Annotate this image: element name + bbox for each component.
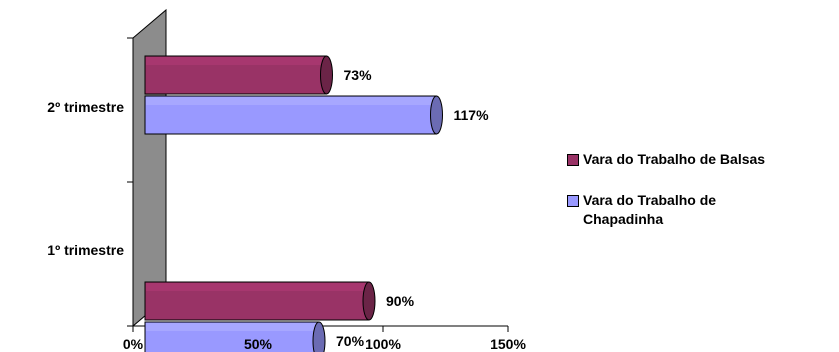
legend-item-balsas: Vara do Trabalho de Balsas xyxy=(567,150,839,169)
bar xyxy=(144,321,326,352)
x-tick-label: 100% xyxy=(365,336,401,352)
data-label: 117% xyxy=(454,107,490,123)
x-tick-label: 50% xyxy=(244,336,273,352)
bar-end-cap xyxy=(430,95,443,135)
bar-highlight xyxy=(146,283,368,291)
category-label: 1º trimestre xyxy=(47,242,124,258)
legend-label-chapadinha: Vara do Trabalho de Chapadinha xyxy=(583,192,717,227)
legend-swatch-balsas xyxy=(567,154,579,166)
x-tick-label: 0% xyxy=(123,336,144,352)
labels-layer: 0% 50% 100% 150% 1º trimestre 90% 70% 2º trimes… xyxy=(47,67,526,352)
bar xyxy=(144,55,333,95)
bar-end-cap xyxy=(362,281,376,321)
data-label: 90% xyxy=(386,293,415,309)
bar-highlight xyxy=(146,57,326,65)
legend-item-chapadinha: Vara do Trabalho de Chapadinha xyxy=(567,191,839,229)
bar-highlight xyxy=(146,323,318,331)
category-label: 2º trimestre xyxy=(47,99,124,115)
bars-layer xyxy=(144,55,443,352)
bar xyxy=(144,95,443,135)
data-label: 70% xyxy=(336,333,365,349)
legend-label-balsas: Vara do Trabalho de Balsas xyxy=(583,151,766,167)
legend: Vara do Trabalho de Balsas Vara do Traba… xyxy=(567,150,839,251)
x-tick-label: 150% xyxy=(490,336,526,352)
legend-swatch-chapadinha xyxy=(567,195,579,207)
bar xyxy=(144,281,376,321)
bar-end-cap xyxy=(320,55,333,95)
data-label: 73% xyxy=(344,67,373,83)
bar-highlight xyxy=(146,97,436,105)
bar-end-cap xyxy=(312,321,326,352)
